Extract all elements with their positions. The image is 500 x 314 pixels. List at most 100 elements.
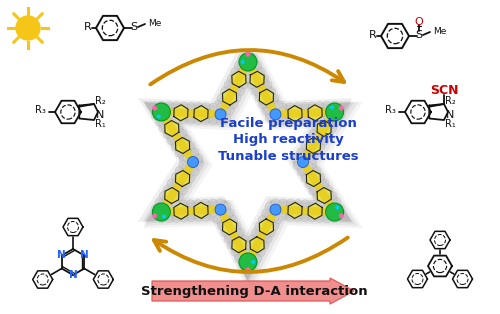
Polygon shape [194, 203, 208, 219]
Circle shape [319, 127, 327, 135]
Circle shape [315, 183, 323, 191]
Circle shape [251, 260, 255, 264]
Text: R₁: R₁ [444, 119, 456, 129]
Circle shape [158, 101, 166, 109]
Circle shape [272, 110, 280, 118]
Circle shape [209, 206, 217, 214]
Circle shape [274, 215, 282, 224]
Circle shape [258, 215, 266, 224]
Circle shape [308, 116, 316, 124]
Circle shape [165, 101, 173, 109]
Circle shape [241, 60, 245, 64]
Circle shape [210, 209, 218, 217]
Circle shape [216, 110, 224, 118]
Circle shape [246, 267, 250, 272]
Text: Me: Me [148, 19, 162, 28]
Text: R₂: R₂ [94, 96, 106, 106]
Circle shape [210, 107, 218, 115]
Circle shape [238, 261, 246, 269]
Circle shape [268, 229, 276, 236]
Circle shape [254, 238, 262, 246]
Circle shape [241, 248, 249, 256]
Circle shape [233, 222, 241, 230]
Polygon shape [250, 71, 264, 87]
Circle shape [240, 235, 248, 243]
Circle shape [173, 133, 181, 141]
Circle shape [272, 206, 280, 214]
Circle shape [246, 52, 250, 57]
Circle shape [165, 108, 173, 116]
Circle shape [195, 154, 203, 162]
Circle shape [152, 203, 170, 221]
Polygon shape [164, 121, 179, 137]
Circle shape [326, 202, 334, 210]
Circle shape [187, 214, 195, 222]
Circle shape [224, 219, 232, 227]
Circle shape [217, 222, 225, 230]
Circle shape [220, 229, 228, 236]
Circle shape [272, 199, 280, 207]
Circle shape [230, 215, 237, 224]
Circle shape [301, 174, 309, 182]
Circle shape [158, 215, 166, 223]
Circle shape [244, 242, 252, 250]
Circle shape [286, 103, 294, 111]
Polygon shape [288, 203, 302, 219]
Circle shape [244, 258, 252, 266]
Circle shape [214, 100, 222, 109]
Circle shape [255, 222, 263, 230]
Circle shape [172, 200, 180, 208]
Circle shape [202, 213, 210, 221]
Circle shape [248, 252, 256, 259]
Circle shape [186, 200, 194, 208]
Text: SCN: SCN [430, 84, 458, 96]
Circle shape [180, 102, 188, 110]
Text: Facile preparation: Facile preparation [220, 117, 356, 131]
Circle shape [220, 88, 228, 95]
Circle shape [194, 110, 202, 117]
Circle shape [183, 162, 191, 170]
Circle shape [217, 103, 225, 111]
Circle shape [202, 199, 209, 207]
Polygon shape [176, 171, 190, 187]
Circle shape [308, 207, 316, 215]
Circle shape [244, 258, 252, 266]
Circle shape [187, 102, 195, 110]
Circle shape [320, 205, 328, 214]
Circle shape [234, 238, 241, 246]
Circle shape [251, 245, 259, 253]
Polygon shape [317, 187, 332, 203]
Polygon shape [176, 138, 190, 154]
Text: R₃: R₃ [35, 105, 46, 115]
Circle shape [187, 142, 195, 150]
Circle shape [278, 107, 285, 115]
Circle shape [220, 104, 228, 112]
Circle shape [158, 208, 166, 216]
Circle shape [298, 156, 308, 167]
Polygon shape [308, 105, 322, 121]
Circle shape [228, 241, 235, 250]
Polygon shape [222, 219, 236, 235]
Circle shape [233, 94, 241, 102]
Circle shape [172, 208, 180, 215]
Text: R₃: R₃ [385, 105, 396, 115]
Circle shape [238, 61, 246, 69]
Polygon shape [174, 105, 188, 121]
Circle shape [164, 186, 172, 193]
Circle shape [301, 207, 309, 215]
Circle shape [157, 115, 161, 118]
Circle shape [202, 103, 210, 111]
Circle shape [294, 199, 302, 208]
Circle shape [240, 81, 248, 89]
Circle shape [317, 173, 325, 181]
Circle shape [293, 162, 301, 170]
Circle shape [191, 168, 199, 176]
Circle shape [227, 91, 235, 99]
Circle shape [189, 158, 197, 166]
Circle shape [175, 123, 183, 131]
Circle shape [331, 115, 339, 123]
Circle shape [202, 206, 209, 214]
Circle shape [217, 94, 225, 102]
Circle shape [244, 242, 252, 250]
Circle shape [258, 84, 266, 92]
